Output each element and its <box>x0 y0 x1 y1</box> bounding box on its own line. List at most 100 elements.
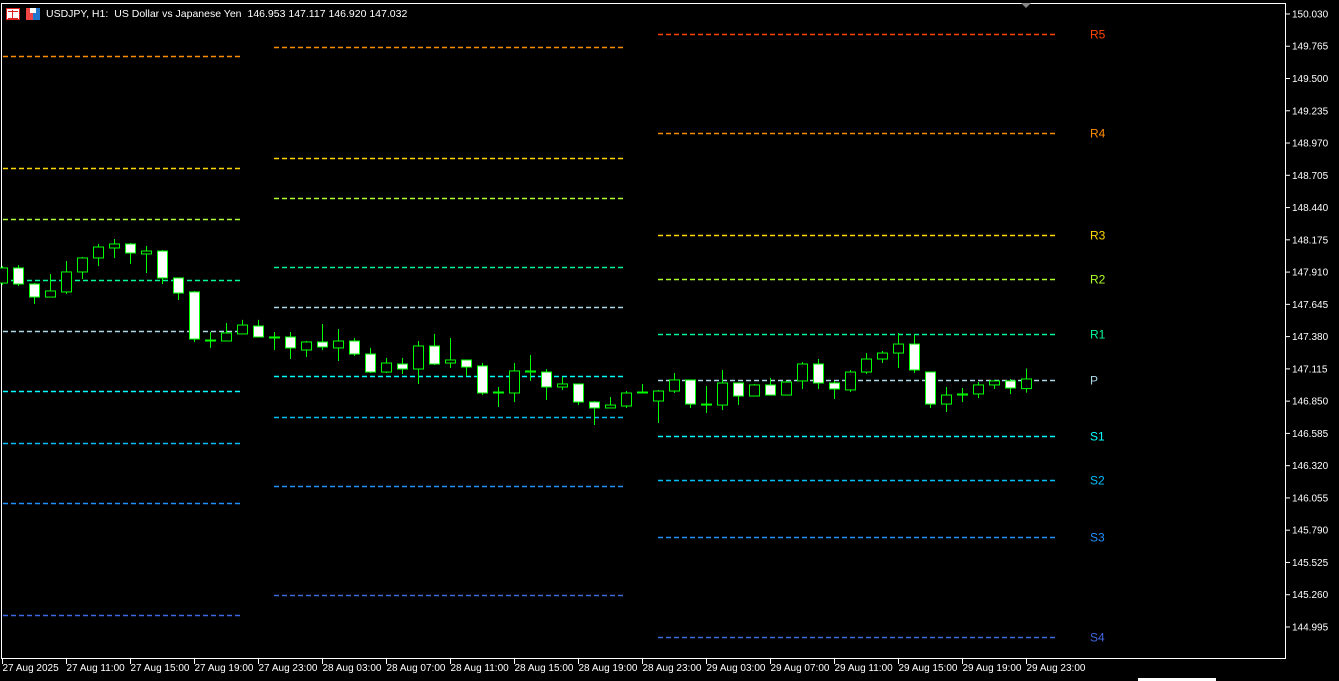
symbol-description: US Dollar vs Japanese Yen <box>114 8 242 20</box>
candle[interactable] <box>445 337 456 369</box>
candle-body-bull <box>861 358 872 373</box>
candle[interactable] <box>1005 378 1016 394</box>
candle[interactable] <box>45 274 56 298</box>
candle[interactable] <box>989 379 1000 389</box>
candle[interactable] <box>205 331 216 348</box>
pivot-label-s1: S1 <box>1090 430 1105 444</box>
candle[interactable] <box>909 335 920 374</box>
candle[interactable] <box>317 323 328 351</box>
candle-body-bull <box>45 290 56 298</box>
chart-frame <box>1 3 1286 659</box>
candle[interactable] <box>813 359 824 389</box>
chart-shift-marker-icon[interactable] <box>1021 3 1031 8</box>
candle[interactable] <box>253 319 264 338</box>
candle[interactable] <box>109 238 120 258</box>
candle[interactable] <box>941 387 952 412</box>
candle[interactable] <box>765 378 776 396</box>
candle-body-bear <box>125 243 136 254</box>
candle[interactable] <box>573 383 584 406</box>
candle-body-bear <box>157 250 168 279</box>
candle[interactable] <box>525 354 536 381</box>
candle[interactable] <box>749 383 760 397</box>
candle[interactable] <box>957 387 968 402</box>
price-tick-label: 149.235 <box>1292 106 1329 117</box>
price-tick-label: 147.910 <box>1292 268 1329 279</box>
candle[interactable] <box>349 337 360 356</box>
candle[interactable] <box>717 369 728 411</box>
pivot-levels: R5 R4 R3 R2 R1 P S1 S2 S3 S4 <box>3 28 1106 645</box>
candle[interactable] <box>301 340 312 357</box>
candles <box>0 238 1032 426</box>
candle[interactable] <box>669 373 680 393</box>
candle[interactable] <box>509 363 520 402</box>
candle-body-bull <box>989 380 1000 386</box>
candle[interactable] <box>589 401 600 426</box>
candle-body-bear <box>349 340 360 355</box>
candle[interactable] <box>541 368 552 401</box>
candle[interactable] <box>733 382 744 406</box>
pivot-label-r1: R1 <box>1090 328 1106 342</box>
symbol-timeframe: USDJPY, H1: <box>46 8 109 20</box>
candle[interactable] <box>365 347 376 374</box>
candle[interactable] <box>61 261 72 295</box>
candle[interactable] <box>653 389 664 424</box>
candle-body-bear <box>813 363 824 384</box>
candle[interactable] <box>925 371 936 408</box>
candle[interactable] <box>429 333 440 365</box>
candle[interactable] <box>685 379 696 408</box>
candle[interactable] <box>605 397 616 409</box>
candle[interactable] <box>0 266 8 285</box>
candle[interactable] <box>237 319 248 335</box>
pivot-label-s3: S3 <box>1090 531 1105 545</box>
candle[interactable] <box>621 391 632 408</box>
bottom-panel-tab[interactable] <box>1138 678 1216 681</box>
candle[interactable] <box>413 340 424 384</box>
candle[interactable] <box>125 242 136 264</box>
candle-body-bull <box>493 391 504 394</box>
candle[interactable] <box>973 382 984 398</box>
candle-body-bull <box>605 404 616 409</box>
pivot-label-r5: R5 <box>1090 28 1106 42</box>
candle[interactable] <box>893 332 904 369</box>
candle[interactable] <box>461 359 472 377</box>
candle[interactable] <box>157 250 168 285</box>
candle[interactable] <box>285 331 296 360</box>
candle[interactable] <box>701 386 712 413</box>
price-tick-label: 146.055 <box>1292 493 1329 504</box>
candle[interactable] <box>861 353 872 374</box>
candle[interactable] <box>141 246 152 273</box>
candle[interactable] <box>381 358 392 374</box>
candle[interactable] <box>93 243 104 266</box>
candle[interactable] <box>173 277 184 300</box>
candle[interactable] <box>557 377 568 390</box>
save-template-icon[interactable] <box>26 8 40 20</box>
candle[interactable] <box>637 383 648 394</box>
candle-body-bear <box>429 345 440 365</box>
candle-body-bear <box>365 353 376 373</box>
price-tick-label: 146.320 <box>1292 461 1329 472</box>
candle[interactable] <box>797 362 808 389</box>
candle[interactable] <box>477 363 488 396</box>
time-tick-label: 29 Aug 03:00 <box>707 663 766 674</box>
candle-body-bull <box>381 362 392 373</box>
candle[interactable] <box>29 283 40 304</box>
candle-body-bear <box>461 359 472 368</box>
candle[interactable] <box>189 290 200 342</box>
candle[interactable] <box>829 380 840 399</box>
candle[interactable] <box>13 265 24 286</box>
candle[interactable] <box>77 256 88 280</box>
candle[interactable] <box>221 322 232 342</box>
candle[interactable] <box>333 328 344 361</box>
candle-body-bull <box>653 390 664 402</box>
candle[interactable] <box>781 380 792 396</box>
candle-body-bear <box>733 382 744 397</box>
candle[interactable] <box>845 369 856 393</box>
candle[interactable] <box>493 387 504 407</box>
candle[interactable] <box>1021 368 1032 393</box>
list-icon[interactable] <box>6 8 20 20</box>
candle[interactable] <box>877 350 888 364</box>
price-tick-label: 145.525 <box>1292 558 1329 569</box>
candle[interactable] <box>397 358 408 374</box>
candle[interactable] <box>269 331 280 351</box>
